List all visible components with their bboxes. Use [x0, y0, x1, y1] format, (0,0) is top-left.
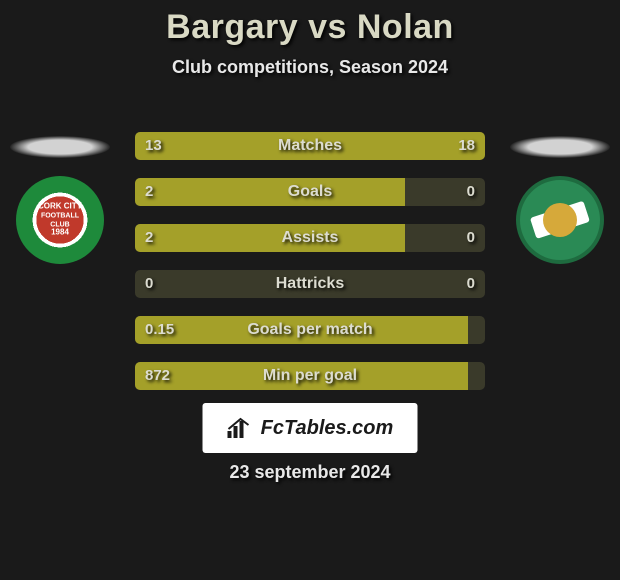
- stat-value-left: 2: [145, 224, 153, 252]
- stat-value-left: 2: [145, 178, 153, 206]
- right-player-block: [510, 136, 610, 286]
- club-crest-left: CORK CITYFOOTBALL CLUB1984: [16, 176, 104, 264]
- stat-label: Hattricks: [135, 270, 485, 298]
- stat-label: Min per goal: [135, 362, 485, 390]
- page-title: Bargary vs Nolan: [0, 8, 620, 47]
- ellipse-shadow-right: [510, 136, 610, 158]
- club-crest-right: [516, 176, 604, 264]
- stat-row: Min per goal872: [135, 362, 485, 390]
- crest-left-text: CORK CITYFOOTBALL CLUB1984: [38, 202, 82, 237]
- stat-value-right: 0: [467, 178, 475, 206]
- crest-right-seal: [543, 203, 577, 237]
- stat-value-left: 872: [145, 362, 170, 390]
- stat-value-left: 13: [145, 132, 162, 160]
- stat-row: Assists2 0: [135, 224, 485, 252]
- stat-row: Hattricks0 0: [135, 270, 485, 298]
- date-line: 23 september 2024: [0, 462, 620, 483]
- branding-text: FcTables.com: [261, 417, 394, 440]
- stat-label: Matches: [135, 132, 485, 160]
- ellipse-shadow-left: [10, 136, 110, 158]
- stat-value-right: 0: [467, 270, 475, 298]
- stat-value-right: 18: [458, 132, 475, 160]
- stat-value-right: 0: [467, 224, 475, 252]
- stats-rows-container: Matches1318Goals20Assists20Hattricks00Go…: [135, 132, 485, 408]
- branding-box: FcTables.com: [203, 403, 418, 453]
- stat-label: Assists: [135, 224, 485, 252]
- stat-value-left: 0.15: [145, 316, 174, 344]
- stat-row: Matches13 18: [135, 132, 485, 160]
- branding-logo-icon: [227, 417, 255, 439]
- page-subtitle: Club competitions, Season 2024: [0, 57, 620, 78]
- stat-label: Goals: [135, 178, 485, 206]
- stat-value-left: 0: [145, 270, 153, 298]
- stat-row: Goals per match0.15: [135, 316, 485, 344]
- stat-label: Goals per match: [135, 316, 485, 344]
- left-player-block: CORK CITYFOOTBALL CLUB1984: [10, 136, 110, 286]
- stat-row: Goals2 0: [135, 178, 485, 206]
